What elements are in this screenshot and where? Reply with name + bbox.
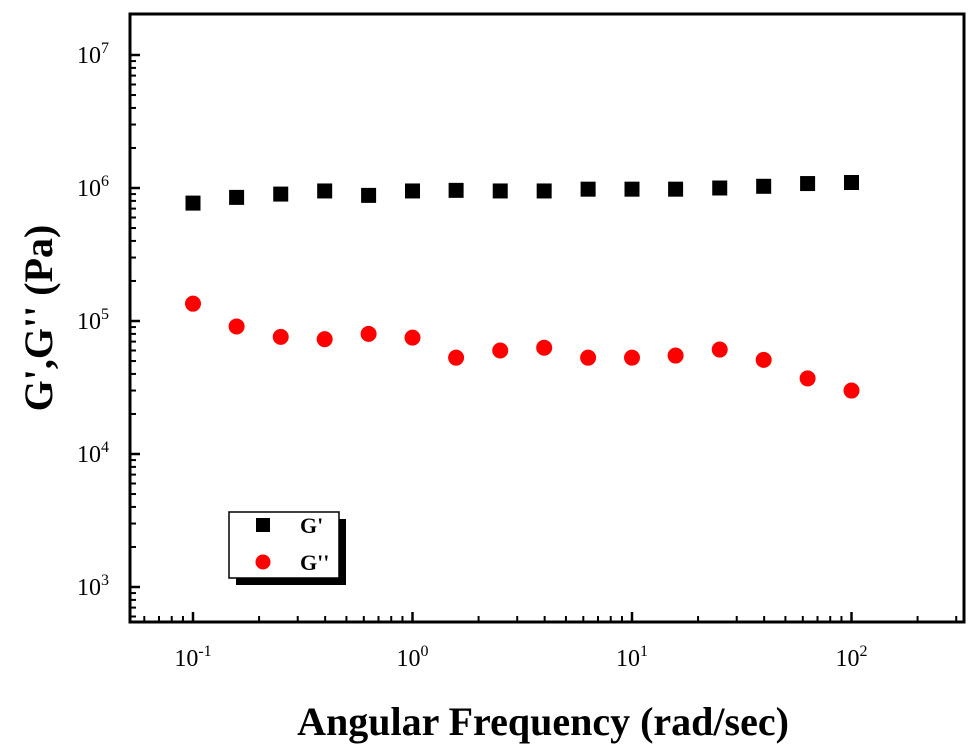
- x-axis-tick-labels: 10-1 100 101 102: [174, 643, 867, 672]
- y-tick-label: 106: [77, 173, 109, 202]
- g-prime-point: [492, 183, 508, 199]
- g-prime-point: [405, 183, 420, 199]
- g-prime-point: [361, 187, 377, 203]
- x-axis-ticks: [143, 612, 958, 622]
- g-prime-point: [185, 195, 201, 211]
- g-double-prime-point: [624, 349, 640, 366]
- g-double-prime-point: [580, 349, 597, 366]
- g-double-prime-point: [448, 349, 465, 366]
- g-prime-point: [712, 180, 728, 196]
- legend-marker-g-prime: [256, 518, 270, 532]
- g-prime-point: [756, 178, 772, 194]
- legend-box: [228, 511, 340, 579]
- g-double-prime-point: [185, 295, 201, 312]
- g-double-prime-point: [228, 318, 245, 335]
- g-double-prime-point: [272, 328, 289, 345]
- legend-label-g-prime: G': [300, 513, 323, 538]
- g-double-prime-point: [316, 331, 333, 348]
- g-double-prime-point: [667, 347, 684, 364]
- y-axis-tick-labels: 103 104 105 106 107: [77, 40, 109, 601]
- legend-marker-g-double-prime: [255, 554, 271, 570]
- y-tick-label: 104: [77, 439, 109, 468]
- g-prime-point: [536, 183, 552, 199]
- g-prime-point: [273, 186, 289, 202]
- g-prime-point: [668, 181, 684, 197]
- series-g-double-prime: [185, 295, 860, 399]
- g-double-prime-point: [711, 341, 728, 358]
- legend-label-g-double-prime: G'': [300, 550, 329, 575]
- g-double-prime-point: [799, 370, 816, 387]
- y-tick-label: 103: [77, 572, 109, 601]
- series-g-prime: [185, 174, 859, 211]
- y-axis-ticks: [130, 53, 140, 618]
- y-axis-title: G',G'' (Pa): [16, 225, 61, 412]
- x-tick-label: 10-1: [174, 643, 211, 672]
- y-tick-label: 107: [77, 40, 109, 69]
- g-prime-point: [800, 176, 816, 192]
- y-tick-label: 105: [77, 306, 109, 335]
- g-double-prime-point: [755, 351, 772, 368]
- plot-frame: [128, 12, 966, 624]
- g-double-prime-point: [404, 329, 421, 346]
- g-prime-point: [844, 174, 859, 190]
- g-prime-point: [448, 182, 464, 198]
- x-tick-label: 101: [616, 643, 648, 672]
- x-tick-label: 102: [836, 643, 868, 672]
- g-prime-point: [229, 189, 245, 205]
- g-double-prime-point: [360, 325, 377, 342]
- g-double-prime-point: [536, 339, 553, 356]
- x-tick-label: 100: [397, 643, 429, 672]
- series-layer: [185, 174, 860, 399]
- g-double-prime-point: [492, 342, 509, 359]
- g-double-prime-point: [843, 382, 860, 399]
- g-prime-point: [624, 181, 640, 197]
- legend: G' G'': [228, 511, 346, 585]
- x-axis-title: Angular Frequency (rad/sec): [297, 699, 789, 744]
- g-prime-point: [317, 183, 333, 199]
- g-prime-point: [580, 181, 596, 197]
